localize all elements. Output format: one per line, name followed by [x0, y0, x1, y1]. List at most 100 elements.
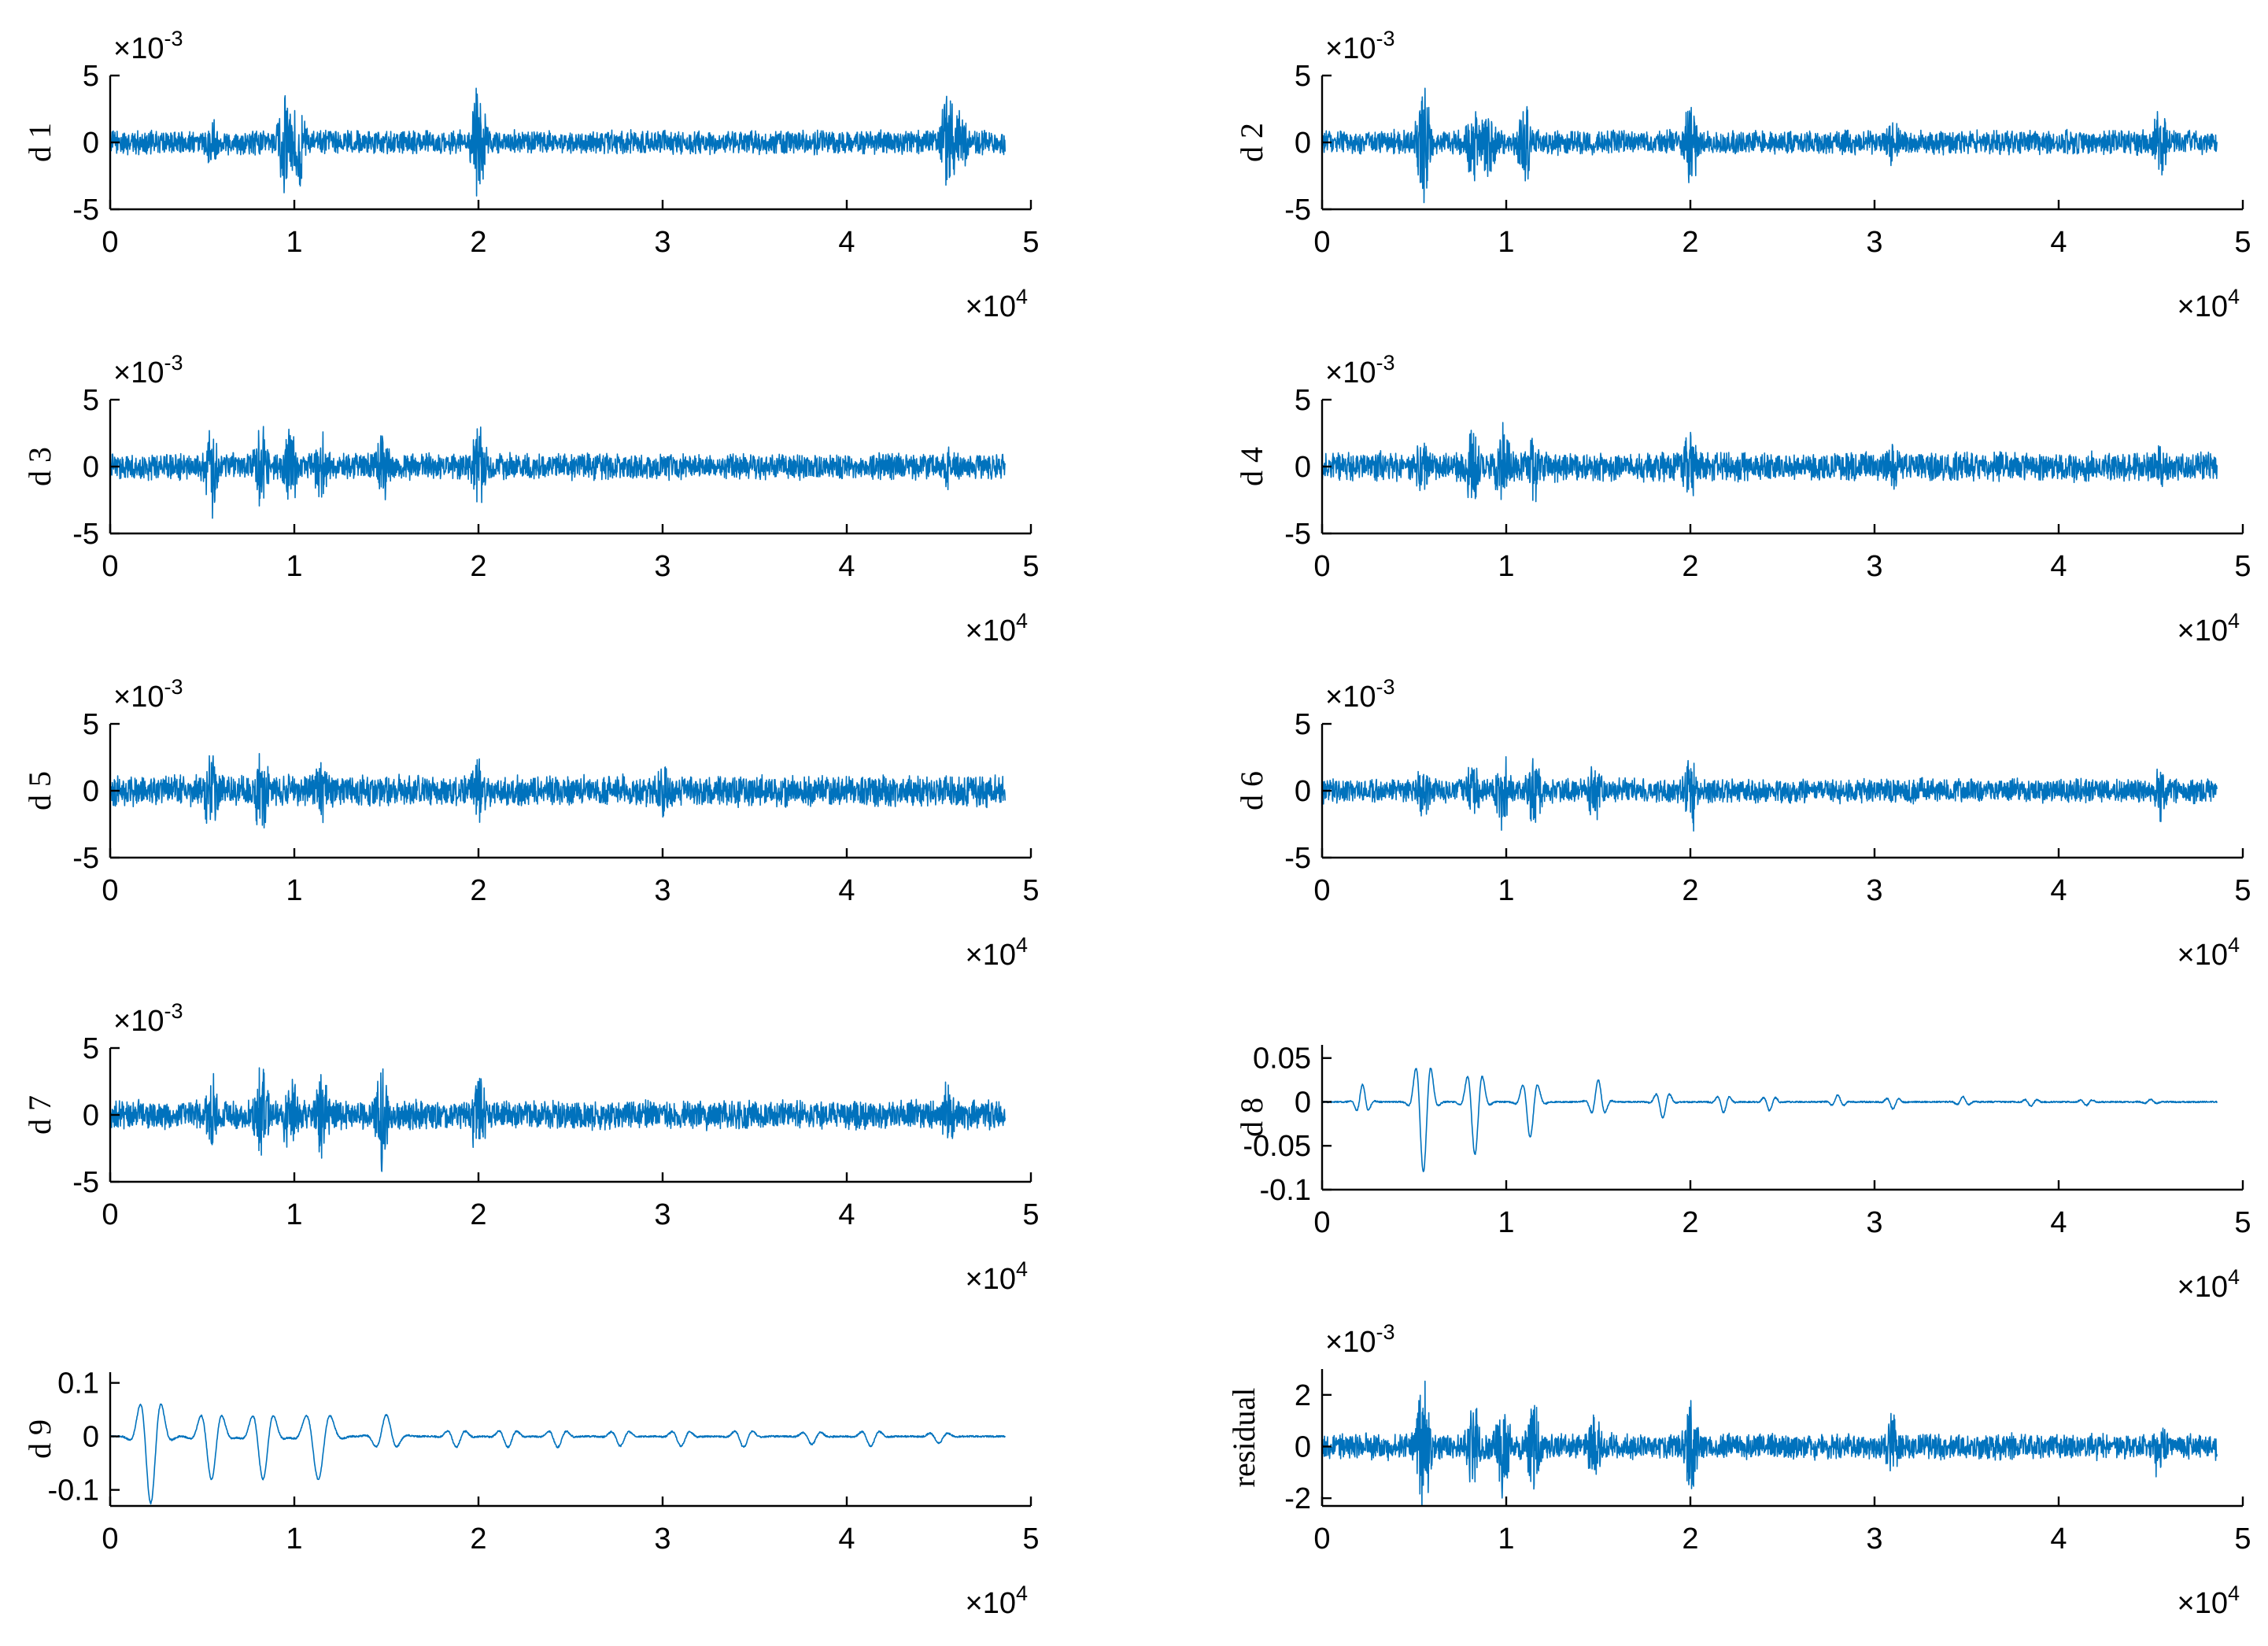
- y-exponent-label: -3: [164, 999, 183, 1023]
- x-tick-label: 5: [1022, 874, 1039, 907]
- x-exponent-label: 4: [2228, 285, 2240, 308]
- signal-line: [1321, 1380, 2218, 1507]
- x-multiplier-label: ×104: [966, 933, 1029, 972]
- y-tick-label: 0: [1295, 127, 1311, 160]
- x-exponent-label: 4: [2228, 1581, 2240, 1605]
- x-tick-label: 3: [1866, 1206, 1882, 1239]
- y-tick-label: 5: [83, 384, 99, 417]
- x-multiplier-label: ×104: [2178, 933, 2240, 972]
- x-tick-label: 5: [2234, 1522, 2251, 1556]
- y-tick-label: 5: [83, 1032, 99, 1065]
- y-multiplier-label: ×10-3: [1325, 351, 1394, 389]
- x-tick-label: 1: [286, 1522, 302, 1556]
- y-exponent-label: -3: [1376, 351, 1394, 375]
- subplot-d-9: 0 1 2 3 4 5×104-0.100.1d 9: [22, 1367, 1040, 1620]
- x-exponent-label: 4: [1016, 285, 1028, 308]
- x-tick-label: 0: [1313, 1206, 1330, 1239]
- y-tick-label: 0.05: [1253, 1043, 1311, 1076]
- x-tick-label: 2: [470, 1522, 486, 1556]
- x-tick-label: 2: [470, 1198, 486, 1231]
- y-tick-label: 0: [83, 1099, 99, 1132]
- x-tick-label: 0: [1313, 874, 1330, 907]
- x-multiplier-label: ×104: [966, 1581, 1029, 1620]
- y-axis-label: d 3: [22, 447, 57, 486]
- y-exponent-label: -3: [1376, 27, 1394, 50]
- x-multiplier-label: ×104: [2178, 285, 2240, 323]
- x-tick-label: 3: [654, 226, 670, 259]
- x-multiplier-label: ×104: [2178, 609, 2240, 648]
- x-multiplier-label: ×104: [2178, 1265, 2240, 1304]
- y-tick-label: -0.05: [1243, 1130, 1311, 1163]
- y-tick-label: 5: [83, 60, 99, 93]
- y-multiplier-label: ×10-3: [113, 675, 183, 714]
- x-exponent-label: 4: [2228, 933, 2240, 957]
- x-tick-label: 4: [838, 550, 855, 583]
- x-multiplier-label: ×104: [966, 285, 1029, 323]
- signal-line: [109, 753, 1006, 829]
- x-multiplier-label: ×104: [966, 609, 1029, 648]
- x-tick-label: 2: [470, 874, 486, 907]
- y-tick-label: 2: [1295, 1379, 1311, 1412]
- x-exponent-label: 4: [2228, 609, 2240, 633]
- x-tick-label: 4: [2050, 1206, 2067, 1239]
- subplot-d-7: 0 1 2 3 4 5×104-505×10-3d 7: [22, 999, 1040, 1296]
- y-tick-label: -0.1: [48, 1474, 99, 1508]
- y-tick-label: -2: [1284, 1482, 1311, 1515]
- subplot-d-8: 0 1 2 3 4 5 ×104 -0.1 -0.05 0 0.05 d 8: [1234, 1043, 2251, 1304]
- y-tick-label: 0: [1295, 1086, 1311, 1119]
- subplot-d-5: 0 1 2 3 4 5×104-505×10-3d 5: [22, 675, 1040, 972]
- x-exponent-label: 4: [1016, 609, 1028, 633]
- x-tick-label: 1: [1498, 550, 1514, 583]
- y-tick-label: -5: [72, 842, 99, 875]
- x-tick-label: 3: [1866, 550, 1882, 583]
- x-tick-label: 5: [2234, 550, 2251, 583]
- y-tick-label: 5: [1295, 60, 1311, 93]
- y-tick-label: 0: [83, 451, 99, 484]
- y-tick-label: 0: [1295, 1430, 1311, 1463]
- x-tick-label: 2: [1682, 874, 1698, 907]
- signal-line: [1321, 1068, 2218, 1172]
- y-tick-label: 0: [83, 775, 99, 808]
- x-tick-label: 4: [2050, 226, 2067, 259]
- y-exponent-label: -3: [1376, 1320, 1394, 1344]
- y-tick-label: -5: [1284, 518, 1311, 551]
- y-exponent-label: -3: [164, 27, 183, 50]
- y-tick-label: -0.1: [1260, 1174, 1311, 1207]
- x-multiplier-label: ×104: [966, 1257, 1029, 1296]
- x-tick-label: 0: [102, 226, 118, 259]
- x-tick-label: 0: [1313, 1522, 1330, 1556]
- x-tick-label: 4: [2050, 874, 2067, 907]
- y-tick-label: -5: [1284, 194, 1311, 227]
- x-tick-label: 3: [654, 550, 670, 583]
- y-tick-label: 0: [83, 127, 99, 160]
- x-tick-label: 5: [1022, 1522, 1039, 1556]
- y-tick-label: -5: [1284, 842, 1311, 875]
- y-axis-label: d 5: [22, 771, 57, 810]
- y-exponent-label: -3: [164, 675, 183, 699]
- x-tick-label: 4: [838, 874, 855, 907]
- y-multiplier-label: ×10-3: [113, 27, 183, 65]
- y-axis-label: residual: [1226, 1388, 1261, 1488]
- y-tick-label: 5: [1295, 708, 1311, 741]
- x-tick-label: 4: [838, 1522, 855, 1556]
- y-exponent-label: -3: [164, 351, 183, 375]
- x-tick-label: 5: [1022, 226, 1039, 259]
- x-tick-label: 3: [654, 1522, 670, 1556]
- x-tick-label: 0: [102, 1198, 118, 1231]
- y-multiplier-label: ×10-3: [1325, 675, 1394, 714]
- y-axis-label: d 9: [22, 1419, 57, 1459]
- x-multiplier-label: ×104: [2178, 1581, 2240, 1620]
- subplot-d-6: 0 1 2 3 4 5×104-505×10-3d 6: [1234, 675, 2251, 972]
- x-exponent-label: 4: [2228, 1265, 2240, 1289]
- x-tick-label: 0: [102, 874, 118, 907]
- x-tick-label: 4: [838, 1198, 855, 1231]
- y-tick-label: 0.1: [57, 1367, 99, 1401]
- x-tick-label: 1: [1498, 1206, 1514, 1239]
- x-tick-label: 0: [102, 550, 118, 583]
- x-tick-label: 5: [1022, 1198, 1039, 1231]
- x-tick-label: 2: [1682, 550, 1698, 583]
- x-tick-label: 2: [1682, 1206, 1698, 1239]
- x-tick-label: 2: [1682, 226, 1698, 259]
- y-axis-label: d 2: [1234, 123, 1269, 162]
